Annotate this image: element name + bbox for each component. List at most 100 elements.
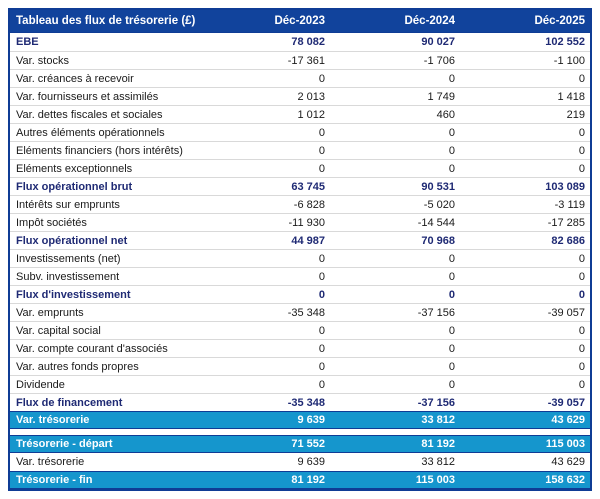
cell-value: 90 531 <box>421 180 455 193</box>
cell-value: -35 348 <box>287 396 325 409</box>
table-row: Flux d'investissement 0 0 0 <box>10 285 590 303</box>
table-header-row: Tableau des flux de trésorerie (£) Déc-2… <box>10 10 590 33</box>
cash-flow-table: Tableau des flux de trésorerie (£) Déc-2… <box>8 8 592 491</box>
row-label: Autres éléments opérationnels <box>16 126 165 139</box>
cell-value: 0 <box>578 72 585 85</box>
cell-value: -11 930 <box>288 216 326 229</box>
cell-value: 0 <box>318 360 325 373</box>
cell-value: 0 <box>448 324 455 337</box>
cell-value: 0 <box>578 342 585 355</box>
cell-value: 0 <box>448 360 455 373</box>
table-row: Dividende 0 0 0 <box>10 375 590 393</box>
row-label: Var. trésorerie <box>16 456 85 468</box>
cell-value: 90 027 <box>421 36 455 48</box>
table-row: Var. créances à recevoir 0 0 0 <box>10 69 590 87</box>
cell-value: 0 <box>318 288 325 301</box>
cell-value: 0 <box>448 126 455 139</box>
row-label: Var. créances à recevoir <box>16 72 134 85</box>
cell-value: 43 629 <box>551 456 585 468</box>
cell-value: 78 082 <box>291 36 325 48</box>
cell-value: 0 <box>578 378 585 391</box>
cell-value: 70 968 <box>421 234 455 247</box>
cell-value: 0 <box>448 288 455 301</box>
cell-value: -1 706 <box>423 54 455 67</box>
cell-value: 33 812 <box>421 414 455 426</box>
table-row: Trésorerie - départ 71 552 81 192 115 003 <box>10 435 590 453</box>
row-label: EBE <box>16 36 39 48</box>
cell-value: 1 749 <box>427 90 455 103</box>
table-row: Var. dettes fiscales et sociales 1 012 460… <box>10 105 590 123</box>
table-row: Var. trésorerie 9 639 33 812 43 629 <box>10 453 590 471</box>
row-label: Var. dettes fiscales et sociales <box>16 108 163 121</box>
cell-value: -5 020 <box>423 198 455 211</box>
row-label: Trésorerie - fin <box>16 474 93 486</box>
table-row: Eléments exceptionnels 0 0 0 <box>10 159 590 177</box>
cell-value: 460 <box>436 108 455 121</box>
cell-value: 0 <box>578 162 585 175</box>
row-label: Flux opérationnel net <box>16 234 128 247</box>
cell-value: 115 003 <box>415 474 455 486</box>
cell-value: 2 013 <box>297 90 325 103</box>
cell-value: 0 <box>448 162 455 175</box>
cell-value: 71 552 <box>291 438 325 450</box>
cell-value: 0 <box>318 324 325 337</box>
row-label: Var. fournisseurs et assimilés <box>16 90 159 103</box>
table-row: Var. compte courant d'associés 0 0 0 <box>10 339 590 357</box>
table-row: Trésorerie - fin 81 192 115 003 158 632 <box>10 471 590 489</box>
cell-value: -39 057 <box>547 306 585 319</box>
table-row: Flux de financement -35 348 -37 156 -39 057 <box>10 393 590 411</box>
table-row: Investissements (net) 0 0 0 <box>10 249 590 267</box>
cell-value: 43 629 <box>551 414 585 426</box>
cell-value: 0 <box>448 270 455 283</box>
table-row: Var. stocks -17 361 -1 706 -1 100 <box>10 51 590 69</box>
row-label: Intérêts sur emprunts <box>16 198 120 211</box>
cell-value: 0 <box>448 378 455 391</box>
row-label: Flux opérationnel brut <box>16 180 133 193</box>
row-label: Var. compte courant d'associés <box>16 342 168 355</box>
row-label: Eléments financiers (hors intérêts) <box>16 144 183 157</box>
cell-value: 115 003 <box>545 438 585 450</box>
row-label: Var. capital social <box>16 324 101 337</box>
row-label: Flux de financement <box>16 396 123 409</box>
cell-value: -1 100 <box>553 54 585 67</box>
table-row: Flux opérationnel net 44 987 70 968 82 686 <box>10 231 590 249</box>
cell-value: -37 156 <box>417 306 455 319</box>
cell-value: 103 089 <box>545 180 585 193</box>
table-row: Autres éléments opérationnels 0 0 0 <box>10 123 590 141</box>
cell-value: 0 <box>318 144 325 157</box>
cell-value: 0 <box>578 288 585 301</box>
cell-value: 0 <box>578 270 585 283</box>
table-row: Var. capital social 0 0 0 <box>10 321 590 339</box>
cell-value: 0 <box>318 162 325 175</box>
cell-value: 0 <box>578 252 585 265</box>
cell-value: 0 <box>448 252 455 265</box>
table-row: Eléments financiers (hors intérêts) 0 0 0 <box>10 141 590 159</box>
cell-value: 0 <box>318 378 325 391</box>
column-header-dec-2025: Déc-2025 <box>534 15 585 27</box>
table-row: Subv. investissement 0 0 0 <box>10 267 590 285</box>
cell-value: 0 <box>318 252 325 265</box>
cell-value: 1 012 <box>297 108 325 121</box>
row-label: Var. trésorerie <box>16 414 90 426</box>
cell-value: 9 639 <box>297 414 325 426</box>
table-row: Var. emprunts -35 348 -37 156 -39 057 <box>10 303 590 321</box>
cell-value: 81 192 <box>421 438 455 450</box>
cell-value: 0 <box>318 270 325 283</box>
cell-value: 219 <box>566 108 585 121</box>
row-label: Var. stocks <box>16 54 69 67</box>
column-header-dec-2024: Déc-2024 <box>404 15 455 27</box>
cell-value: 1 418 <box>557 90 585 103</box>
table-row: Var. fournisseurs et assimilés 2 013 1 749… <box>10 87 590 105</box>
cell-value: 63 745 <box>291 180 325 193</box>
row-label: Trésorerie - départ <box>16 438 113 450</box>
cell-value: 81 192 <box>291 474 325 486</box>
cell-value: -17 361 <box>287 54 325 67</box>
table-row: Flux opérationnel brut 63 745 90 531 103 08… <box>10 177 590 195</box>
row-label: Var. emprunts <box>16 306 84 319</box>
row-label: Flux d'investissement <box>16 288 131 301</box>
table-row-spacer <box>10 429 590 435</box>
row-label: Impôt sociétés <box>16 216 87 229</box>
cell-value: 0 <box>318 72 325 85</box>
row-label: Eléments exceptionnels <box>16 162 133 175</box>
cell-value: 0 <box>318 126 325 139</box>
